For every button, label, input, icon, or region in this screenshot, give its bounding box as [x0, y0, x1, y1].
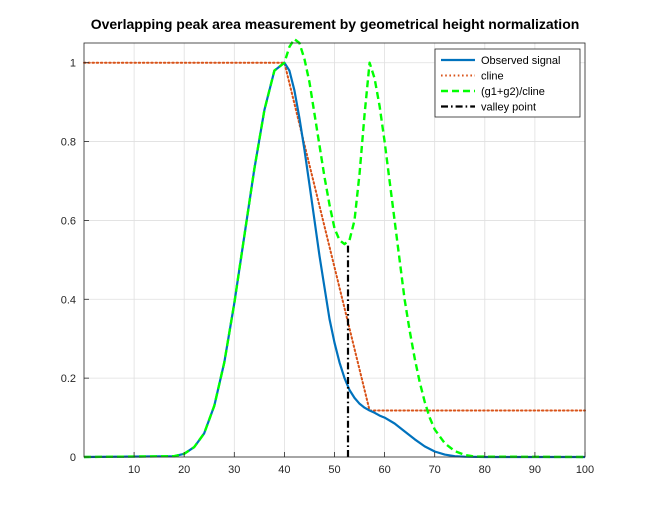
axis-ticks: 10 20 30 40 50 60 70 80 90 100 0 0.2 0.4 0.6 0.8 1 — [61, 58, 594, 476]
legend: Observed signal cline (g1+g2)/cline valley … — [434, 48, 581, 118]
y-tick-label: 0.2 — [61, 373, 76, 385]
series-line-g1-g2-cline — [83, 37, 586, 459]
x-tick-label: 40 — [278, 464, 290, 476]
x-tick-label: 100 — [576, 464, 594, 476]
x-tick-label: 70 — [429, 464, 441, 476]
series-line-cline — [83, 61, 586, 412]
x-tick-label: 50 — [328, 464, 340, 476]
series-line-observed-signal — [83, 61, 585, 459]
y-tick-label: 0.8 — [61, 137, 76, 149]
x-tick-label: 30 — [228, 464, 240, 476]
legend-label: Observed signal — [481, 55, 561, 67]
x-tick-label: 20 — [178, 464, 190, 476]
y-tick-label: 0 — [70, 452, 76, 464]
legend-label: cline — [481, 71, 504, 83]
x-tick-label: 80 — [479, 464, 491, 476]
legend-label: valley point — [481, 102, 536, 114]
x-tick-label: 90 — [529, 464, 541, 476]
legend-label: (g1+g2)/cline — [481, 86, 545, 98]
x-tick-label: 10 — [128, 464, 140, 476]
y-tick-label: 0.4 — [61, 294, 76, 306]
y-tick-label: 1 — [70, 58, 76, 70]
chart-title: Overlapping peak area measurement by geo… — [91, 16, 580, 32]
x-tick-label: 60 — [378, 464, 390, 476]
series-group — [83, 37, 586, 459]
y-tick-label: 0.6 — [61, 215, 76, 227]
